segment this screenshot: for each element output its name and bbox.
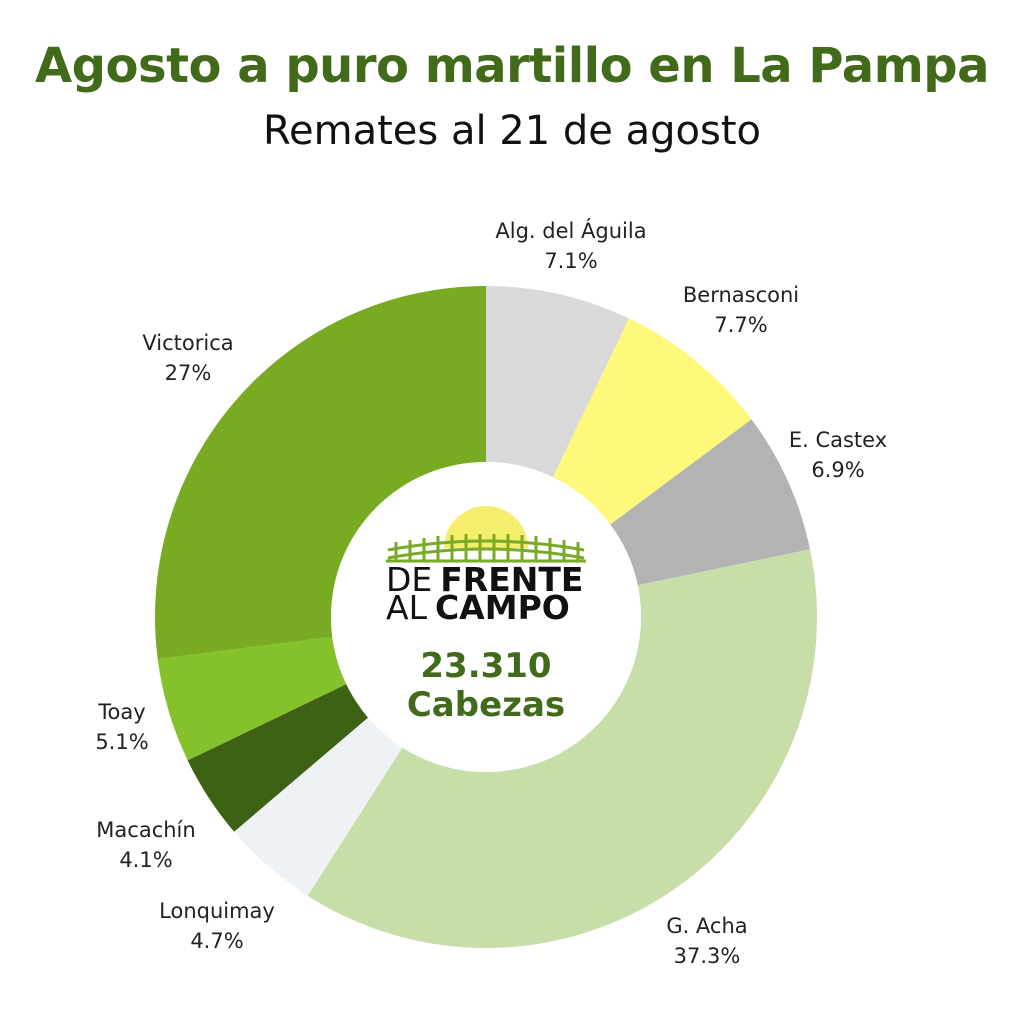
slice-label-bernasconi: Bernasconi	[683, 283, 799, 307]
fence-icon	[386, 534, 586, 563]
slice-e-castex	[610, 419, 811, 586]
slice-labels: Alg. del Águila 7.1% Bernasconi 7.7% E. Cast…	[95, 218, 887, 968]
slice-label-toay: Toay	[97, 700, 145, 724]
brand-logo: DE FRENTE AL CAMPO	[386, 506, 586, 627]
slice-label-victorica: Victorica	[142, 331, 233, 355]
slice-label-lonquimay: Lonquimay	[159, 899, 275, 923]
chart-subtitle: Remates al 21 de agosto	[263, 108, 761, 154]
slice-lonquimay	[234, 717, 403, 896]
slice-bernasconi	[552, 318, 752, 525]
slice-label-macachin: Macachín	[96, 818, 195, 842]
slice-value-toay: 5.1%	[95, 730, 148, 754]
slice-value-lonquimay: 4.7%	[190, 929, 243, 953]
slice-value-g-acha: 37.3%	[674, 944, 741, 968]
total-count: 23.310	[420, 646, 551, 686]
slice-macachin	[187, 684, 369, 832]
slice-value-alg-del-aguila: 7.1%	[544, 249, 597, 273]
slice-g-acha	[307, 549, 818, 949]
slice-value-bernasconi: 7.7%	[714, 313, 767, 337]
slice-value-macachin: 4.1%	[119, 848, 172, 872]
chart-title: Agosto a puro martillo en La Pampa	[35, 38, 989, 94]
slice-value-victorica: 27%	[165, 361, 212, 385]
total-unit: Cabezas	[407, 685, 565, 725]
donut-hole	[331, 462, 641, 772]
slice-label-alg-del-aguila: Alg. del Águila	[495, 218, 646, 243]
logo-line-1: DE FRENTE	[386, 560, 583, 599]
slice-value-e-castex: 6.9%	[811, 458, 864, 482]
donut-slices	[154, 286, 818, 949]
slice-toay	[157, 636, 347, 761]
slice-label-g-acha: G. Acha	[666, 914, 747, 938]
slice-label-e-castex: E. Castex	[789, 428, 887, 452]
logo-line-2: AL CAMPO	[386, 588, 570, 627]
slice-victorica	[154, 286, 486, 660]
slice-alg-del-aguila	[486, 286, 629, 478]
